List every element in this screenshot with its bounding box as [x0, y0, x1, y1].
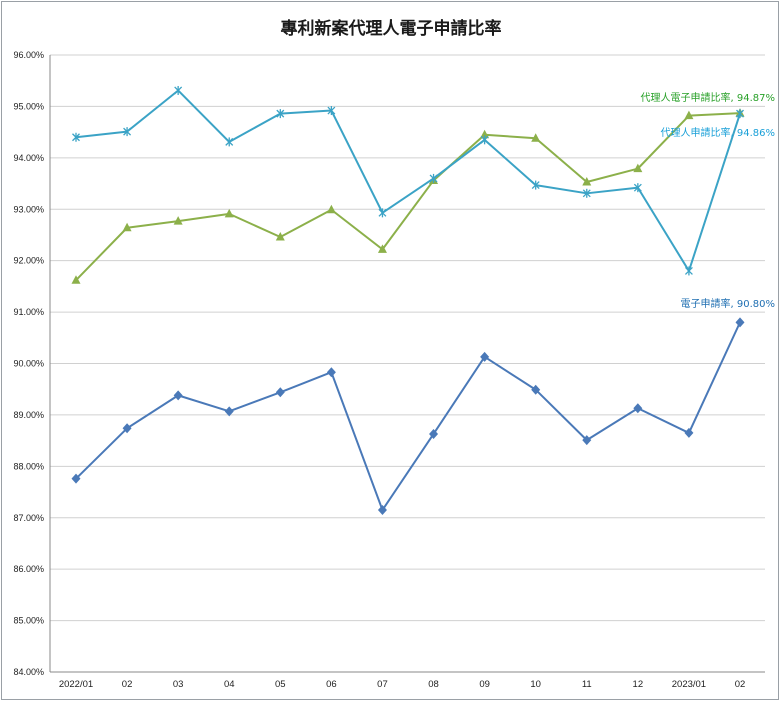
data-point [736, 317, 745, 327]
x-tick-label: 2022/01 [59, 679, 93, 690]
y-tick-label: 93.00% [13, 204, 44, 214]
x-tick-label: 02 [122, 679, 133, 690]
data-point [225, 209, 234, 218]
series-end-label: 電子申請率, 90.80% [681, 297, 776, 310]
x-tick-label: 06 [326, 679, 337, 690]
data-point [633, 403, 642, 413]
series-1 [73, 86, 744, 275]
series-line [76, 90, 740, 270]
y-tick-label: 86.00% [13, 564, 44, 574]
data-point [175, 86, 182, 95]
x-tick-labels: 2022/01 02 03 04 05 06 07 08 09 10 11 12 2023/01 02 [59, 679, 745, 690]
data-point [685, 266, 692, 275]
x-tick-label: 05 [275, 679, 286, 690]
data-point [684, 428, 693, 438]
y-tick-labels: 84.00% 85.00% 86.00% 87.00% 88.00% 89.00% 90.0… [13, 50, 44, 677]
x-tick-label: 12 [633, 679, 644, 690]
data-point [481, 135, 488, 144]
series-2 [72, 317, 745, 515]
y-tick-label: 96.00% [13, 50, 44, 60]
series-end-label: 代理人申請比率, 94.86% [661, 126, 776, 139]
data-point [174, 390, 183, 400]
x-tick-label: 04 [224, 679, 235, 690]
y-tick-label: 90.00% [13, 359, 44, 369]
end-labels: 代理人電子申請比率, 94.87% 代理人申請比率, 94.86% 電子申請率, 9… [641, 91, 776, 310]
x-tick-label: 09 [479, 679, 490, 690]
x-tick-label: 10 [530, 679, 541, 690]
data-point [226, 137, 233, 146]
x-tick-label: 03 [173, 679, 184, 690]
series-end-label: 代理人電子申請比率, 94.87% [641, 91, 776, 104]
data-point [379, 208, 386, 217]
x-tick-label: 02 [735, 679, 746, 690]
y-tick-label: 92.00% [13, 256, 44, 266]
y-tick-label: 84.00% [13, 667, 44, 677]
x-tick-label: 11 [582, 679, 592, 690]
series-layer [72, 86, 745, 515]
data-point [327, 367, 336, 377]
y-tick-label: 88.00% [13, 461, 44, 471]
y-tick-label: 95.00% [13, 101, 44, 111]
x-tick-label: 08 [428, 679, 439, 690]
data-point [276, 387, 285, 397]
y-tick-label: 91.00% [13, 307, 44, 317]
y-tick-label: 87.00% [13, 513, 44, 523]
x-tick-label: 07 [377, 679, 388, 690]
y-tick-label: 85.00% [13, 616, 44, 626]
y-tick-label: 89.00% [13, 410, 44, 420]
x-tick-label: 2023/01 [672, 679, 706, 690]
series-line [76, 322, 740, 510]
y-tick-label: 94.00% [13, 153, 44, 163]
